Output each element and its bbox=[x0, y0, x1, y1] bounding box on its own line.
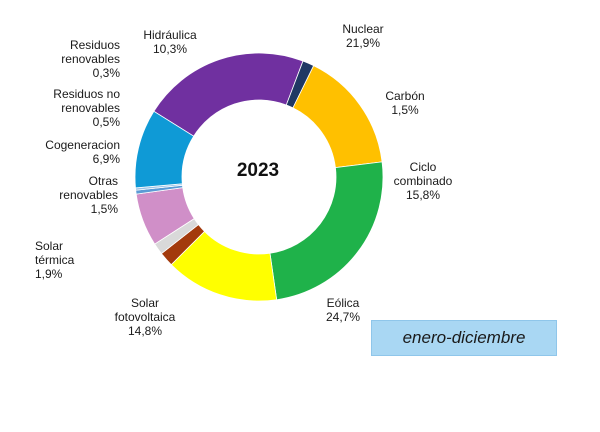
slice-label-name: fotovoltaica bbox=[114, 310, 176, 324]
slice-label-name: Residuos bbox=[69, 38, 120, 52]
slice-label-name: Hidráulica bbox=[143, 28, 197, 42]
slice-label-value: 0,3% bbox=[92, 66, 120, 80]
slice-label-nuclear: Nuclear 21,9% bbox=[323, 22, 403, 50]
slice-label-value: 10,3% bbox=[152, 42, 188, 56]
slice-label-residuos-no-renovables: Residuos no renovables 0,5% bbox=[18, 87, 120, 129]
slice-label-value: 0,5% bbox=[92, 115, 120, 129]
slice-label-value: 15,8% bbox=[405, 188, 441, 202]
slice-ciclo-combinado bbox=[292, 65, 383, 169]
slice-eolica bbox=[269, 161, 384, 301]
slice-label-name: Eólica bbox=[326, 296, 360, 310]
period-label-box: enero-diciembre bbox=[371, 320, 557, 356]
slice-label-name: combinado bbox=[393, 174, 453, 188]
slice-label-name: Otras bbox=[88, 174, 118, 188]
slice-label-value: 1,9% bbox=[35, 267, 63, 281]
slice-label-name: Carbón bbox=[385, 89, 425, 103]
slice-label-value: 6,9% bbox=[92, 152, 120, 166]
slice-label-value: 1,5% bbox=[391, 103, 419, 117]
slice-label-solar-termica: Solar térmica 1,9% bbox=[35, 239, 105, 281]
slice-nuclear bbox=[153, 52, 304, 137]
slice-label-name: renovables bbox=[61, 101, 120, 115]
slice-label-name: Cogeneracion bbox=[45, 138, 120, 152]
slice-label-solar-fotovoltaica: Solar fotovoltaica 14,8% bbox=[103, 296, 187, 338]
slice-label-name: renovables bbox=[61, 52, 120, 66]
slice-label-name: Solar bbox=[130, 296, 159, 310]
slice-label-name: Solar bbox=[35, 239, 64, 253]
slice-label-name: térmica bbox=[35, 253, 75, 267]
slice-label-ciclo-combinado: Ciclo combinado 15,8% bbox=[383, 160, 463, 202]
slice-label-name: Ciclo bbox=[409, 160, 437, 174]
slice-label-carbon: Carbón 1,5% bbox=[373, 89, 437, 117]
slice-label-name: Nuclear bbox=[342, 22, 384, 36]
slice-label-name: renovables bbox=[59, 188, 118, 202]
slice-label-otras-renovables: Otras renovables 1,5% bbox=[28, 174, 118, 216]
slice-label-value: 21,9% bbox=[345, 36, 381, 50]
slice-hidraulica bbox=[134, 110, 195, 189]
slice-label-hidraulica: Hidráulica 10,3% bbox=[128, 28, 212, 56]
chart-center-year: 2023 bbox=[236, 160, 280, 181]
slice-label-cogeneracion: Cogeneracion 6,9% bbox=[20, 138, 120, 166]
slice-label-value: 14,8% bbox=[127, 324, 163, 338]
slice-label-value: 24,7% bbox=[325, 310, 361, 324]
slice-label-residuos-renovables: Residuos renovables 0,3% bbox=[28, 38, 120, 80]
slice-label-value: 1,5% bbox=[90, 202, 118, 216]
slice-label-eolica: Eólica 24,7% bbox=[311, 296, 375, 324]
slice-label-name: Residuos no bbox=[53, 87, 120, 101]
